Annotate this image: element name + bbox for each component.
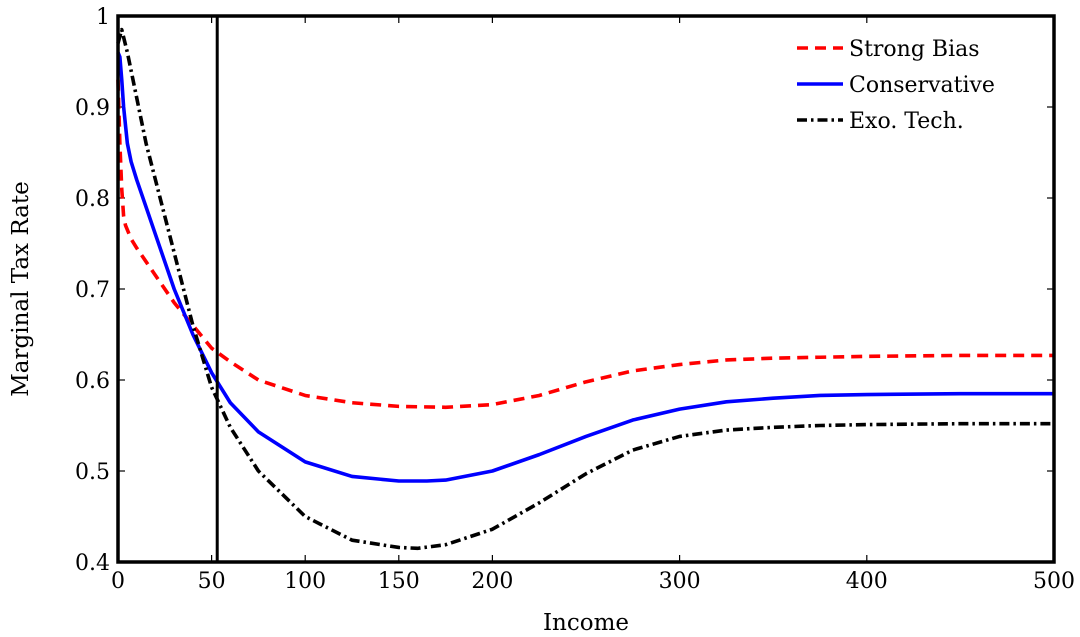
- y-axis-label: Marginal Tax Rate: [8, 181, 34, 397]
- y-tick-label: 0.9: [75, 96, 110, 121]
- y-tick-label: 0.8: [75, 187, 110, 212]
- series-layer: [116, 27, 1054, 551]
- legend-label-3: Exo. Tech.: [849, 109, 964, 134]
- legend-label-1: Strong Bias: [849, 37, 980, 62]
- plot-frame: [116, 14, 1056, 564]
- x-tick-label: 150: [378, 569, 420, 594]
- x-tick-label: 100: [284, 569, 326, 594]
- x-tick-label: 400: [846, 569, 888, 594]
- x-tick-label: 500: [1033, 569, 1075, 594]
- legend: Strong Bias Conservative Exo. Tech.: [797, 37, 995, 134]
- y-tick-label: 1: [96, 5, 110, 30]
- series-line-1: [116, 79, 1054, 410]
- y-tick-label: 0.6: [75, 369, 110, 394]
- x-tick-label: 300: [659, 569, 701, 594]
- x-tick-label: 200: [471, 569, 513, 594]
- y-tick-label: 0.7: [75, 278, 110, 303]
- ticks-layer: 0 50 100 150 200 300 400 500 0.4 0.5 0.6 0.7 0.8 0.9 1: [75, 5, 1075, 594]
- x-axis-label: Income: [543, 610, 629, 636]
- series-line-3: [116, 27, 1054, 551]
- x-tick-label: 0: [111, 569, 125, 594]
- y-tick-label: 0.5: [75, 460, 110, 485]
- x-tick-label: 50: [198, 569, 226, 594]
- series-line-2: [116, 51, 1054, 483]
- legend-label-2: Conservative: [849, 73, 995, 98]
- y-tick-label: 0.4: [75, 551, 110, 576]
